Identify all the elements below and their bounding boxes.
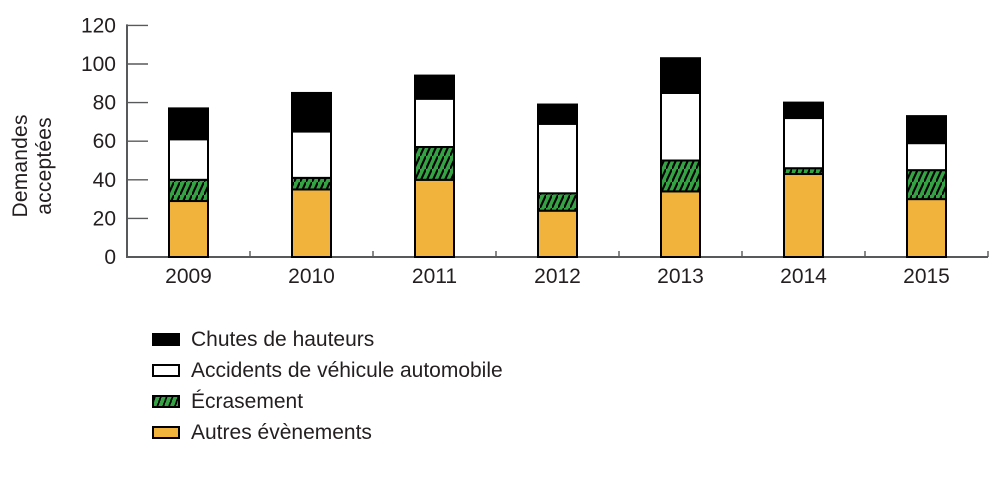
bar-segment xyxy=(537,209,578,258)
legend-swatch-orange-icon xyxy=(152,426,180,439)
x-category-label: 2014 xyxy=(780,265,827,288)
legend-item-ecrasement: Écrasement xyxy=(152,386,503,417)
legend-label-accidents: Accidents de véhicule automobile xyxy=(191,358,503,382)
bar-segment xyxy=(291,188,332,258)
y-axis-title-line2: acceptées xyxy=(33,117,56,215)
legend-swatch-hatched-icon xyxy=(152,395,180,408)
legend-label-chutes: Chutes de hauteurs xyxy=(191,327,375,351)
bar-segment xyxy=(537,192,578,212)
bar-segment xyxy=(168,178,209,203)
bar-segment xyxy=(660,57,701,94)
y-axis-title-line1: Demandes xyxy=(9,114,33,218)
bar-segment xyxy=(168,200,209,258)
y-tick-label: 80 xyxy=(93,92,116,115)
legend-label-autres: Autres évènements xyxy=(191,420,372,444)
bar-segment xyxy=(414,178,455,258)
x-category-label: 2009 xyxy=(165,265,212,288)
bar-segment xyxy=(660,159,701,193)
bar-segment xyxy=(537,122,578,195)
bar-segment xyxy=(414,74,455,100)
x-category-label: 2011 xyxy=(412,265,457,288)
bar-segment xyxy=(906,198,947,259)
legend-label-ecrasement: Écrasement xyxy=(191,389,304,413)
y-tick-label: 40 xyxy=(93,169,116,192)
legend-item-chutes: Chutes de hauteurs xyxy=(152,324,503,355)
bar-segment xyxy=(291,130,332,179)
stacked-bar-chart: 0 20 40 60 80 100 120 2009 2010 2011 2012 2013 2014 2… xyxy=(81,14,989,288)
bar-segment xyxy=(906,169,947,201)
y-tick-label: 0 xyxy=(104,246,116,269)
legend-item-autres: Autres évènements xyxy=(152,417,503,448)
bar-segment xyxy=(783,101,824,120)
x-category-label: 2012 xyxy=(534,265,581,288)
legend-swatch-white-icon xyxy=(152,364,180,377)
bar-segment xyxy=(537,103,578,125)
y-tick-label: 100 xyxy=(81,53,116,76)
bar-segment xyxy=(414,145,455,181)
x-category-label: 2010 xyxy=(288,265,335,288)
x-category-label: 2015 xyxy=(903,265,950,288)
bar-segment xyxy=(783,117,824,170)
chart-svg: 0 20 40 60 80 100 120 2009 2010 2011 2012 2013 2014 2… xyxy=(81,14,989,288)
y-axis-title: Demandes acceptées xyxy=(9,101,57,231)
legend: Chutes de hauteurs Accidents de véhicule… xyxy=(152,324,503,448)
y-tick-label: 120 xyxy=(81,14,116,37)
bar-segment xyxy=(660,91,701,162)
bar-segment xyxy=(783,173,824,258)
bar-segment xyxy=(906,142,947,172)
x-category-label: 2013 xyxy=(657,265,704,288)
legend-item-accidents: Accidents de véhicule automobile xyxy=(152,355,503,386)
bar-segment xyxy=(291,176,332,191)
bar-segment xyxy=(660,190,701,259)
y-tick-label: 60 xyxy=(93,130,116,153)
bar-segment xyxy=(414,97,455,148)
y-tick-label: 20 xyxy=(93,207,116,230)
legend-swatch-black-icon xyxy=(152,333,180,346)
bar-segment xyxy=(168,138,209,181)
bar-segment xyxy=(906,115,947,145)
bar-segment xyxy=(291,91,332,133)
bar-segment xyxy=(168,107,209,141)
